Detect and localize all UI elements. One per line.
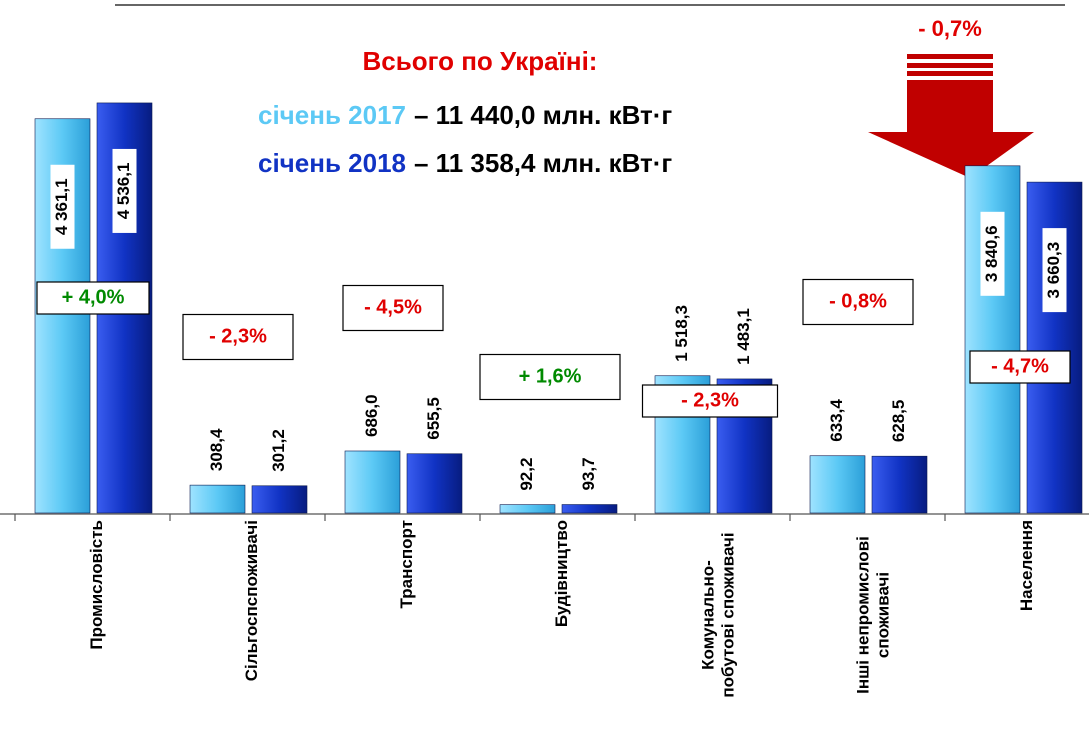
x-tick-label: Будівництво bbox=[552, 520, 571, 627]
bar bbox=[561, 504, 618, 514]
bar bbox=[189, 484, 246, 514]
value-label: 3 840,6 bbox=[982, 225, 1001, 282]
total-2017-value: – 11 440,0 млн. кВт·г bbox=[414, 100, 672, 130]
change-label: - 2,3% bbox=[681, 389, 739, 411]
bar bbox=[251, 485, 308, 514]
value-label: 1 483,1 bbox=[734, 308, 753, 365]
value-label: 4 536,1 bbox=[114, 163, 133, 220]
x-tick-label: Сільгоспспоживачі bbox=[242, 520, 261, 681]
change-box bbox=[479, 353, 621, 401]
value-label: 3 660,3 bbox=[1044, 242, 1063, 299]
change-label: - 4,5% bbox=[364, 296, 422, 318]
change-label: + 1,6% bbox=[519, 365, 582, 387]
change-box bbox=[36, 281, 150, 315]
bar bbox=[871, 455, 928, 514]
bar bbox=[499, 504, 556, 514]
total-change: - 0,7% bbox=[918, 16, 982, 41]
change-box bbox=[802, 278, 914, 326]
x-tick-label: Інші непромисловіспоживачі bbox=[854, 536, 893, 694]
x-tick-label: Промисловість bbox=[87, 520, 106, 650]
total-2018: січень 2018 – 11 358,4 млн. кВт·г bbox=[258, 148, 672, 178]
total-2018-value: – 11 358,4 млн. кВт·г bbox=[414, 148, 672, 178]
change-box bbox=[182, 313, 294, 361]
bar bbox=[809, 455, 866, 514]
value-label-bg bbox=[980, 211, 1005, 296]
change-box bbox=[641, 384, 779, 418]
bar bbox=[406, 453, 463, 514]
chart-title: Всього по Україні: bbox=[363, 46, 598, 76]
change-label: + 4,0% bbox=[62, 286, 125, 308]
value-label-bg bbox=[50, 164, 75, 249]
value-label: 1 518,3 bbox=[672, 305, 691, 362]
value-label: 686,0 bbox=[362, 394, 381, 437]
x-tick-label: Транспорт bbox=[397, 520, 416, 608]
value-label: 4 361,1 bbox=[52, 178, 71, 235]
value-label: 92,2 bbox=[517, 458, 536, 491]
value-label: 308,4 bbox=[207, 428, 226, 471]
x-tick-label: Населення bbox=[1017, 520, 1036, 611]
change-box bbox=[969, 350, 1071, 384]
value-label: 655,5 bbox=[424, 397, 443, 440]
value-label: 301,2 bbox=[269, 429, 288, 472]
x-tick-label: Комунально-побутові споживачі bbox=[699, 532, 738, 697]
legend-2017: січень 2017 bbox=[258, 100, 406, 130]
change-label: - 2,3% bbox=[209, 325, 267, 347]
value-label-bg bbox=[1042, 228, 1067, 313]
change-label: - 4,7% bbox=[991, 355, 1049, 377]
change-label: - 0,8% bbox=[829, 290, 887, 312]
bar bbox=[344, 450, 401, 514]
value-label: 628,5 bbox=[889, 400, 908, 443]
legend-2018: січень 2018 bbox=[258, 148, 406, 178]
value-label: 93,7 bbox=[579, 457, 598, 490]
change-box bbox=[342, 284, 444, 332]
value-label-bg bbox=[112, 148, 137, 233]
down-arrow bbox=[868, 54, 1034, 178]
total-2017: січень 2017 – 11 440,0 млн. кВт·г bbox=[258, 100, 672, 130]
value-label: 633,4 bbox=[827, 399, 846, 442]
